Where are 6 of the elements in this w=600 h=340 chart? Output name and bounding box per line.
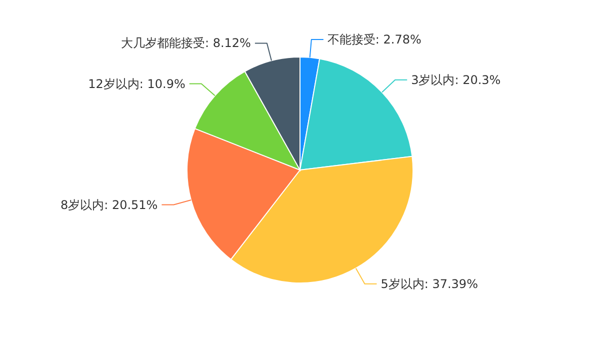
slice-label: 3岁以内: 20.3% [411,72,501,87]
slice-label: 8岁以内: 20.51% [60,198,158,212]
slice-label: 大几岁都能接受: 8.12% [120,36,251,50]
slice-label: 12岁以内: 10.9% [88,76,186,91]
slice-label: 5岁以内: 37.39% [380,276,478,291]
slice-label: 不能接受: 2.78% [327,32,422,46]
